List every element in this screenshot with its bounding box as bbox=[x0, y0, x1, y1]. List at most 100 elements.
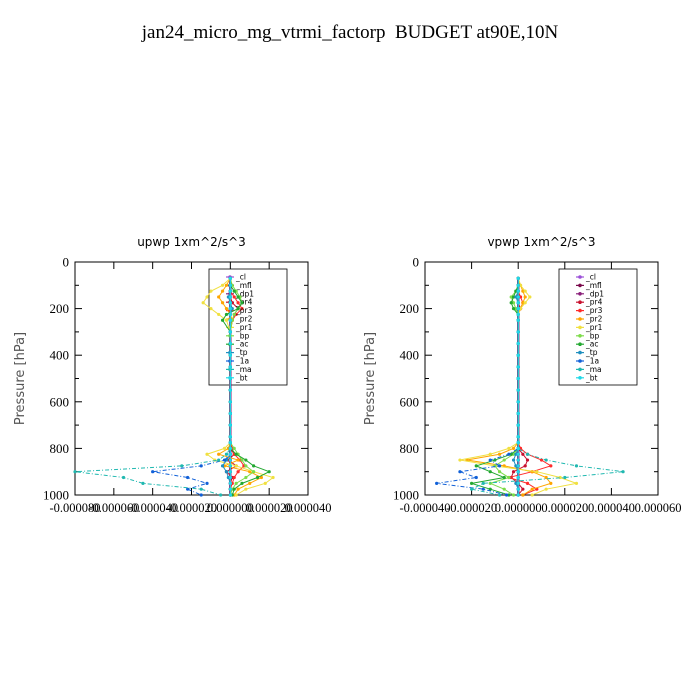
series-point-tp bbox=[514, 452, 518, 456]
y-tick-label: 600 bbox=[50, 394, 70, 409]
legend-label: _1a bbox=[585, 357, 599, 366]
series-point-pr1 bbox=[234, 464, 238, 468]
x-tick-label: -0.000020 bbox=[166, 501, 217, 515]
series-point-bt bbox=[516, 487, 520, 491]
series-point-ma bbox=[470, 487, 474, 491]
series-point-pr1 bbox=[523, 289, 527, 293]
series-point-pr3 bbox=[240, 307, 244, 311]
series-point-pr2 bbox=[236, 487, 240, 491]
legend-label: _bp bbox=[585, 331, 600, 340]
series-point-pr1 bbox=[217, 312, 221, 317]
legend-label: _cl bbox=[585, 273, 596, 282]
legend-marker bbox=[578, 292, 582, 296]
series-point-pr1 bbox=[271, 475, 275, 480]
legend-box bbox=[208, 268, 288, 386]
series-line-pr2 bbox=[466, 278, 552, 496]
series-point-pr1 bbox=[234, 493, 238, 497]
x-tick-label: 0.000040 bbox=[285, 501, 332, 515]
series-point-ac bbox=[244, 458, 248, 462]
figure-title: jan24_micro_mg_vtrmi_factorp BUDGET at90… bbox=[141, 22, 559, 43]
legend-label: _dp1 bbox=[235, 289, 254, 298]
series-point-bt bbox=[516, 411, 520, 416]
legend-label: _ac bbox=[235, 340, 248, 349]
series-point-pr1 bbox=[544, 487, 548, 491]
series-point-1a bbox=[199, 464, 203, 468]
series-point-bt bbox=[516, 440, 520, 445]
series-point-tp bbox=[220, 464, 225, 468]
series-point-ma bbox=[544, 458, 548, 462]
series-point-pr2 bbox=[511, 446, 516, 450]
series-point-bt bbox=[516, 475, 520, 480]
series-point-bt bbox=[228, 388, 232, 392]
series-point-bt bbox=[516, 446, 520, 450]
legend-marker bbox=[578, 308, 582, 313]
series-point-1a bbox=[488, 458, 492, 462]
legend-label: _bt bbox=[235, 373, 248, 382]
series-point-ac bbox=[252, 464, 256, 468]
series-point-ac bbox=[240, 481, 244, 485]
series-point-ac bbox=[234, 452, 238, 456]
series-point-pr1 bbox=[488, 452, 492, 456]
series-point-bt bbox=[228, 283, 232, 287]
legend-label: _mfl bbox=[585, 281, 602, 290]
series-point-ma bbox=[621, 470, 625, 474]
legend-label: _bp bbox=[235, 331, 250, 340]
series-point-tp bbox=[514, 295, 518, 299]
series-point-ac bbox=[493, 458, 497, 462]
series-point-ac bbox=[220, 318, 225, 322]
x-tick-label: 0.000020 bbox=[541, 501, 588, 515]
series-point-pr1 bbox=[518, 307, 523, 311]
series-point-tp bbox=[224, 470, 229, 474]
legend-marker bbox=[578, 350, 582, 355]
series-point-pr1 bbox=[205, 452, 209, 456]
series-point-bp bbox=[509, 295, 513, 299]
series-point-bt bbox=[228, 295, 232, 299]
series-point-bt bbox=[228, 330, 232, 334]
series-point-bt bbox=[516, 458, 520, 462]
legend-marker bbox=[578, 367, 582, 372]
series-point-bt bbox=[516, 470, 520, 474]
series-point-pr3 bbox=[518, 295, 523, 299]
series-point-ma bbox=[481, 481, 485, 485]
series-point-ac bbox=[488, 470, 492, 474]
x-tick-label: -0.000060 bbox=[88, 501, 139, 515]
series-point-pr3 bbox=[232, 295, 236, 299]
chart-panel-vpwp: vpwp 1xm^2/s^3 Pressure [hPa] 0 200 400 600 80… bbox=[363, 235, 681, 515]
series-point-ac bbox=[267, 470, 271, 474]
series-point-bt bbox=[228, 446, 232, 450]
series-point-bp bbox=[244, 464, 248, 468]
series-point-1a bbox=[435, 481, 439, 485]
y-tick-label: 400 bbox=[400, 348, 420, 363]
series-point-pr2 bbox=[521, 289, 525, 293]
series-point-ma bbox=[121, 475, 126, 480]
legend-label: _pr1 bbox=[585, 323, 603, 332]
series-point-pr1 bbox=[205, 295, 209, 299]
series-point-bt bbox=[228, 307, 232, 311]
series-point-bt bbox=[516, 330, 520, 334]
series-point-ac bbox=[507, 493, 511, 497]
legend-label: _pr2 bbox=[585, 315, 603, 324]
series-point-bt bbox=[228, 276, 232, 280]
series-point-pr1 bbox=[263, 481, 267, 485]
series-point-bt bbox=[516, 295, 520, 299]
series-point-ac bbox=[514, 289, 518, 293]
series-point-pr4 bbox=[525, 458, 530, 462]
series-line-ac bbox=[471, 278, 519, 496]
series-point-bp bbox=[502, 487, 506, 491]
series-point-1a bbox=[186, 475, 190, 480]
legend-label: _ac bbox=[585, 340, 598, 349]
x-tick-label: 0.000020 bbox=[246, 501, 293, 515]
series-point-ac bbox=[224, 312, 229, 317]
series-point-pr1 bbox=[222, 446, 227, 450]
series-point-bt bbox=[228, 464, 232, 468]
series-point-1a bbox=[474, 475, 478, 480]
series-point-1a bbox=[205, 481, 209, 485]
series-point-ac bbox=[511, 307, 516, 311]
legend-label: _cl bbox=[235, 273, 246, 282]
series-point-bp bbox=[511, 301, 516, 305]
series-point-bp bbox=[232, 446, 236, 450]
series-point-bt bbox=[516, 481, 520, 485]
series-point-pr1 bbox=[528, 295, 532, 299]
series-point-bt bbox=[228, 481, 232, 485]
